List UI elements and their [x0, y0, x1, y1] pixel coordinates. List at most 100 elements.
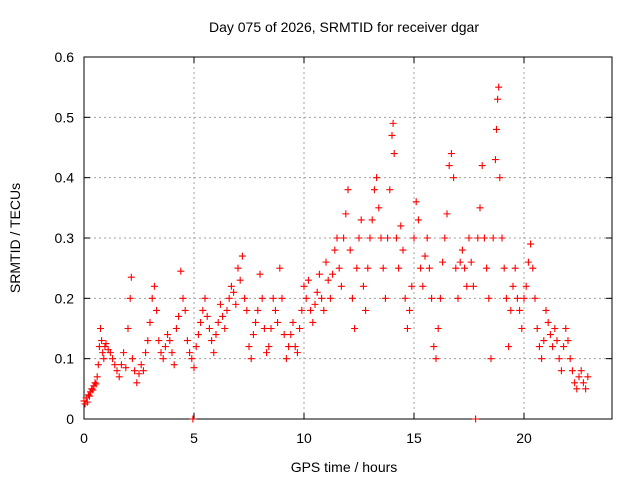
data-point [318, 294, 326, 302]
data-point [276, 264, 284, 272]
data-point [392, 234, 400, 242]
data-point [434, 325, 442, 332]
data-point [234, 264, 242, 272]
data-point [340, 234, 348, 242]
data-point [144, 337, 152, 345]
data-point [199, 306, 207, 314]
data-point [205, 325, 213, 332]
data-point [98, 337, 106, 345]
data-point [544, 318, 552, 326]
data-point [194, 331, 202, 339]
data-point [225, 294, 233, 302]
data-point [311, 300, 319, 308]
data-point [333, 234, 341, 242]
data-point [498, 234, 506, 242]
data-point [527, 240, 535, 248]
data-point [291, 343, 299, 351]
data-point [126, 294, 134, 302]
data-point [320, 306, 328, 314]
data-point [355, 234, 363, 242]
data-point [208, 337, 216, 345]
y-tick-label: 0.2 [55, 290, 75, 306]
data-point [227, 282, 235, 290]
data-point [500, 264, 508, 272]
data-point [210, 349, 218, 357]
data-point [463, 282, 471, 290]
data-point [344, 186, 352, 194]
data-point [247, 355, 255, 363]
data-point [298, 306, 306, 314]
data-point [346, 246, 354, 254]
data-point [412, 198, 420, 206]
data-point [91, 379, 99, 387]
data-point [458, 246, 466, 254]
data-point [379, 264, 387, 272]
data-point [214, 318, 222, 326]
data-point [274, 318, 282, 326]
data-point [447, 150, 455, 158]
data-point [584, 373, 592, 381]
data-point [423, 234, 431, 242]
data-point [92, 380, 100, 388]
data-point [406, 306, 414, 314]
data-point [183, 337, 191, 345]
data-point [192, 343, 200, 351]
data-point [353, 264, 361, 272]
data-point [313, 288, 321, 296]
data-point [197, 318, 205, 326]
data-point [465, 234, 473, 242]
data-point [168, 349, 176, 357]
data-point [414, 216, 422, 224]
grid-layer [84, 57, 612, 419]
data-point [269, 294, 277, 302]
data-point [375, 204, 383, 212]
data-point [342, 210, 350, 218]
data-point [489, 234, 497, 242]
data-point [289, 318, 297, 326]
data-point [502, 294, 510, 302]
data-point [203, 312, 211, 320]
y-tick-label: 0.3 [55, 230, 75, 246]
x-tick-label: 10 [296, 430, 312, 446]
data-point [302, 294, 310, 302]
data-point [577, 367, 585, 375]
data-point [495, 83, 503, 91]
y-tick-label: 0.1 [55, 351, 75, 367]
data-point [329, 270, 337, 278]
data-point [535, 343, 543, 351]
data-point [582, 385, 590, 393]
data-point [436, 294, 444, 302]
data-point [249, 331, 257, 339]
data-point [331, 246, 339, 254]
data-point [223, 306, 231, 314]
data-point [564, 337, 572, 345]
data-point [164, 331, 172, 339]
plot-frame [83, 56, 613, 420]
data-point [131, 367, 139, 375]
data-point [106, 349, 114, 357]
data-point [258, 294, 266, 302]
data-point [230, 288, 238, 296]
data-point [93, 373, 101, 381]
data-point [219, 312, 227, 320]
data-point [493, 125, 500, 133]
data-point [478, 162, 486, 170]
data-point [94, 361, 102, 369]
data-point [549, 343, 557, 351]
data-point [89, 386, 97, 394]
data-point [443, 210, 451, 218]
data-point [384, 234, 392, 242]
y-tick-label: 0.5 [55, 109, 75, 125]
data-point [245, 343, 253, 351]
data-point [256, 270, 264, 278]
data-point [124, 325, 132, 332]
data-point [189, 415, 197, 423]
data-point [454, 294, 462, 302]
data-point [408, 282, 416, 290]
data-point [285, 343, 293, 351]
data-point [212, 331, 220, 339]
chart-title: Day 075 of 2026, SRMTID for receiver dga… [209, 19, 479, 35]
data-point [377, 234, 385, 242]
data-point [373, 174, 381, 182]
